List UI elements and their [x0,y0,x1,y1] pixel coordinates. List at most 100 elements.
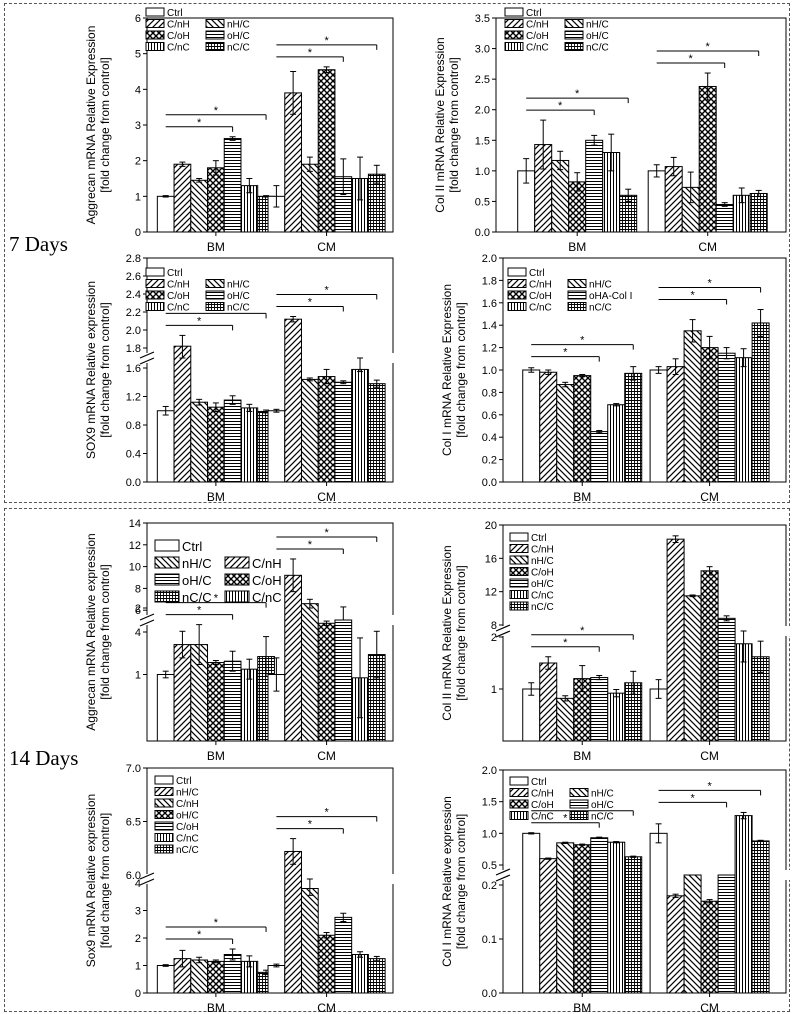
legend-swatch [154,821,174,831]
legend-swatch [154,556,180,569]
bar-bm-6 [624,372,643,483]
bar-bm-1 [173,163,192,233]
y-tick-label: 2.0 [482,765,497,777]
bar-bm-0 [156,674,175,742]
legend-swatch [154,775,174,785]
y-tick-label: 0 [135,227,141,239]
y-tick-label: 7.0 [126,763,141,775]
y-axis-label: Col I mRNA Relative Expression [440,284,454,456]
legend-label: oH/C [591,800,614,811]
bar-bm-2 [190,401,209,483]
bar-bm-5 [607,404,626,483]
bar-cm-2 [300,603,319,742]
legend-swatch [507,302,527,311]
significance-star: * [563,813,568,825]
y-tick-label: 6.5 [126,817,141,829]
legend-label: nC/C [531,602,554,613]
legend-swatch [145,290,165,300]
y-tick-label: 1.5 [482,797,497,809]
x-tick-label: BM [573,749,591,763]
legend-swatch [507,279,527,288]
legend-swatch [569,788,589,797]
y-tick-label: 20 [485,520,497,532]
y-tick-label: 6 [135,605,141,617]
legend-label: nC/C [227,43,250,54]
legend-label: nC/C [591,812,614,823]
bar-cm-2 [300,378,319,483]
chart-14d-sox9: 0 1 2 3 46.0 6.5 7.0 Sox9 mRNA Relative express… [84,763,399,1014]
legend-swatch [205,302,225,311]
y-tick-label: 12 [485,587,497,599]
chart-14d-col1: 0.0 0.1 0.2 0.5 1.0 1.5 2.0 Col I mRNA Relative… [440,765,792,1014]
y-tick-label: 1.0 [475,166,490,178]
y-tick-label: 2.0 [482,253,497,265]
significance-star: * [690,792,695,804]
legend-swatch [509,532,529,542]
y-axis-label: Col II mRNA Relative Expression [433,37,447,212]
legend-swatch [569,811,589,820]
legend-swatch [154,787,174,796]
legend-swatch [567,302,587,311]
significance-star: * [706,41,711,53]
y-tick-label: 0.0 [482,477,497,489]
bar-cm-6 [751,840,770,994]
y-tick-label: 1.6 [126,363,141,375]
legend-label: C/nC [529,303,552,314]
y-axis-label: Col I mRNA Relative expression [440,796,454,967]
significance-star: * [324,35,329,47]
bar-bm-2 [556,697,575,742]
bar-bm-0 [522,832,541,994]
section-label-14-days: 14 Days [7,746,81,770]
legend-swatch [509,776,529,786]
bar-bm-6 [624,856,643,994]
bar-cm-3 [700,900,719,994]
bar-cm-4 [717,617,736,742]
bar-cm-2 [683,330,702,483]
legend-swatch [205,30,225,40]
legend-swatch [509,811,529,820]
bar-cm-4 [715,203,734,233]
legend-label: C/nH [252,556,282,571]
legend-label: nH/C [182,556,212,571]
x-tick-label: CM [700,749,719,763]
y-tick-label: 0.4 [126,449,141,461]
legend-label: nH/C [586,20,609,31]
legend-swatch [509,590,529,599]
legend-label: C/oH [526,31,549,42]
y-tick-label: 1 [135,961,141,973]
x-tick-label: BM [573,490,591,504]
legend-label: nC/C [586,43,609,54]
legend-label: oH/C [176,811,199,822]
y-axis-label: SOX9 mRNA Relative expression [84,281,98,459]
bar-cm-2 [300,888,319,994]
bar-bm-5 [607,841,626,994]
axis-break-mark [139,619,155,627]
bar-cm-4 [334,916,353,994]
legend-label: nC/C [227,303,250,314]
bar-bm-1 [539,371,558,483]
significance-star: * [580,625,585,637]
legend-label: C/nC [176,834,199,845]
bar-bm-4 [590,431,609,483]
legend-swatch [504,19,524,28]
y-tick-label: 1 [135,670,141,682]
y-tick-label: 2 [491,632,497,644]
axis-break-mark [495,874,511,882]
section-7-days [4,3,790,503]
bar-cm-4 [717,352,736,483]
legend-label: C/nH [167,280,190,291]
axis-break-mark [495,624,511,632]
legend-swatch [145,42,165,51]
bar-cm-5 [351,368,369,483]
y-tick-label: 2 [135,933,141,945]
bar-cm-1 [666,538,685,742]
bar-cm-3 [317,376,336,483]
bar-cm-4 [717,874,736,994]
x-tick-label: BM [568,240,586,254]
axis-break-gap [497,626,792,636]
significance-star: * [324,527,329,539]
y-tick-label: 6 [135,13,141,25]
legend-label: nC/C [182,590,212,605]
legend-swatch [569,799,589,809]
legend-swatch [564,42,584,51]
